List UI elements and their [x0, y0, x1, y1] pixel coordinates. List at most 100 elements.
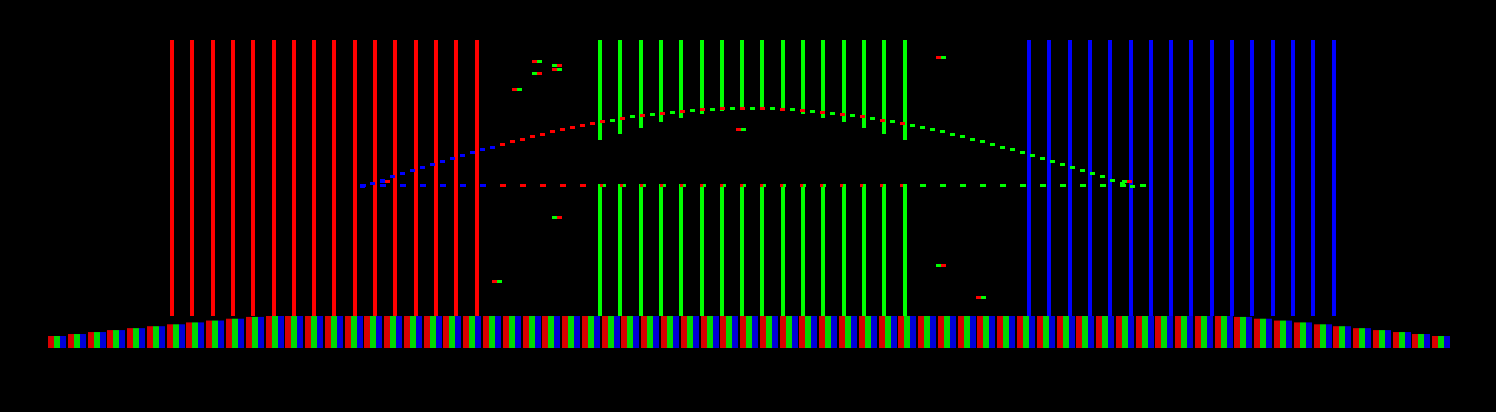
curve-dot	[1010, 148, 1015, 151]
curve-dot	[720, 107, 725, 110]
baseline-cell-red	[720, 316, 726, 348]
blue-bar	[1047, 40, 1051, 316]
curve-dot	[580, 124, 585, 127]
dotted-line-dash	[683, 184, 686, 187]
baseline-cell-blue	[831, 316, 837, 348]
baseline-cell-blue	[713, 316, 719, 348]
baseline-cell-blue	[811, 316, 817, 348]
baseline-cell-red	[898, 316, 904, 348]
baseline-cell-red	[562, 316, 568, 348]
red-bar	[211, 40, 215, 316]
baseline-cell-red	[404, 316, 410, 348]
baseline-cell-blue	[930, 316, 936, 348]
baseline-cell-green	[1023, 316, 1029, 348]
blue-bar	[1027, 40, 1031, 316]
baseline-cell-red	[641, 316, 647, 348]
baseline-cell-green	[608, 316, 614, 348]
baseline-cell-red	[523, 316, 529, 348]
dotted-line-dash	[1140, 184, 1146, 187]
red-bar	[170, 40, 174, 316]
dotted-line-dash	[1020, 184, 1026, 187]
curve-dot	[630, 115, 635, 118]
baseline-cell-blue	[574, 316, 580, 348]
baseline-cell-red	[1353, 328, 1359, 348]
curve-dot	[510, 140, 515, 143]
dotted-line-dash	[1040, 184, 1046, 187]
curve-dot	[810, 110, 815, 113]
baseline-cell-blue	[139, 328, 145, 348]
baseline-cell-green	[944, 316, 950, 348]
curve-dot	[560, 128, 565, 131]
baseline-cell-blue	[653, 316, 659, 348]
baseline-cell-red	[1294, 322, 1300, 348]
baseline-cell-blue	[278, 316, 284, 348]
green-bar-lower	[862, 184, 866, 316]
baseline-cell-red	[1096, 316, 1102, 348]
baseline-cell-green	[1300, 322, 1306, 348]
dotted-line-dash	[960, 184, 966, 187]
curve-dot	[770, 107, 775, 110]
baseline-cell-red	[305, 316, 311, 348]
blue-bar	[1250, 40, 1254, 316]
dotted-line-dash	[980, 184, 986, 187]
baseline-cell-blue	[554, 316, 560, 348]
baseline-cell-blue	[594, 316, 600, 348]
green-bar-upper	[679, 40, 683, 118]
curve-dot	[530, 135, 535, 138]
baseline-cell-red	[661, 316, 667, 348]
blue-bar	[1108, 40, 1112, 316]
baseline-cell-blue	[455, 316, 461, 348]
baseline-cell-green	[885, 316, 891, 348]
marker	[557, 216, 562, 219]
curve-dot	[650, 113, 655, 116]
baseline-cell-blue	[1424, 334, 1430, 348]
baseline-cell-red	[206, 320, 212, 348]
curve-dot	[440, 160, 445, 163]
dotted-line-dash	[703, 184, 706, 187]
red-bar	[434, 40, 438, 316]
curve-dot	[980, 140, 985, 143]
baseline-cell-blue	[1148, 316, 1154, 348]
baseline-cell-green	[153, 326, 159, 348]
baseline-cell-green	[212, 320, 218, 348]
baseline-cell-red	[760, 316, 766, 348]
dotted-line-dash	[1000, 184, 1006, 187]
baseline-cell-blue	[258, 316, 264, 348]
dotted-line-dash	[380, 184, 386, 187]
baseline-cell-green	[1359, 328, 1365, 348]
green-bar-upper	[659, 40, 663, 122]
baseline-cell-green	[1320, 324, 1326, 348]
marker	[552, 216, 557, 219]
dotted-line-dash	[803, 184, 806, 187]
baseline-cell-green	[726, 316, 732, 348]
baseline-cell-red	[246, 316, 252, 348]
dotted-line-dash	[1100, 184, 1106, 187]
baseline-cell-red	[266, 316, 272, 348]
baseline-cell-red	[839, 316, 845, 348]
baseline-cell-green	[94, 332, 100, 348]
baseline-cell-green	[291, 316, 297, 348]
baseline-cell-blue	[535, 316, 541, 348]
red-bar	[231, 40, 235, 316]
baseline-cell-green	[449, 316, 455, 348]
curve-dot	[790, 108, 795, 111]
baseline-cell-blue	[1108, 316, 1114, 348]
baseline-cell-blue	[100, 332, 106, 348]
baseline-cell-red	[107, 330, 113, 348]
dotted-line-dash	[500, 184, 506, 187]
curve-dot	[930, 128, 935, 131]
blue-bar	[1189, 40, 1193, 316]
red-bar	[312, 40, 316, 316]
baseline-cell-blue	[1345, 326, 1351, 348]
curve-dot	[540, 133, 545, 136]
curve-dot	[740, 107, 745, 110]
baseline-cell-blue	[970, 316, 976, 348]
curve-dot	[490, 146, 495, 149]
curve-dot	[390, 175, 395, 178]
baseline-cell-green	[805, 316, 811, 348]
baseline-cell-blue	[159, 326, 165, 348]
baseline-cell-green	[272, 316, 278, 348]
green-bar-lower	[639, 184, 643, 316]
marker	[736, 128, 741, 131]
baseline-cell-red	[918, 316, 924, 348]
